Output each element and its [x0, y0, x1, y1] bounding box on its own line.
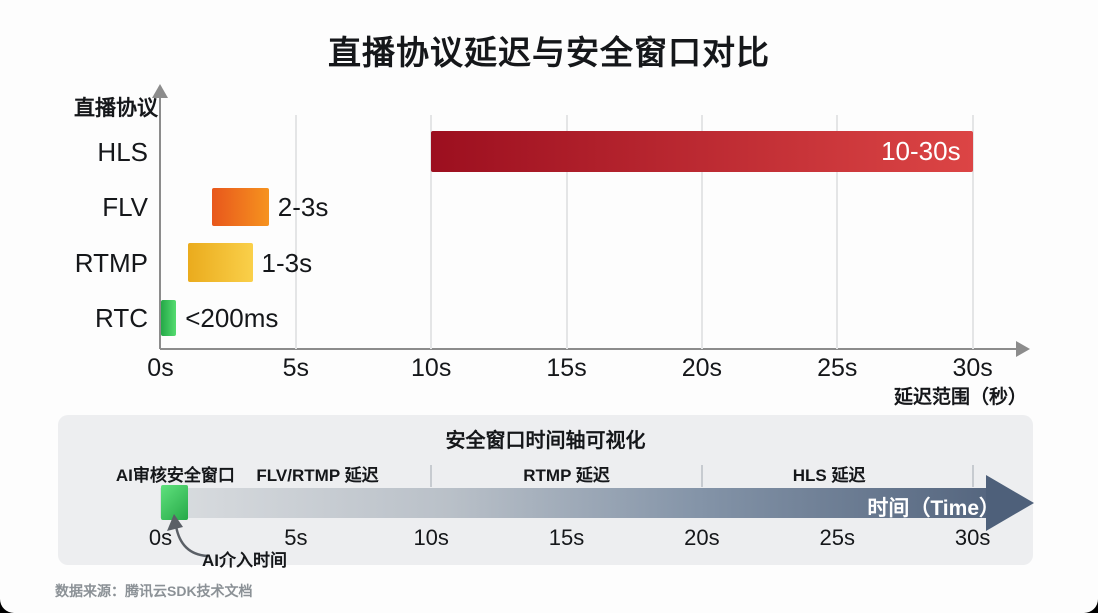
protocol-label: FLV: [102, 191, 148, 222]
gridline: [700, 115, 703, 349]
timeline-segment-label: FLV/RTMP 延迟: [256, 466, 379, 485]
x-tick-label: 20s: [681, 354, 723, 382]
x-tick-label: 30s: [952, 354, 993, 382]
timeline-tick-label: 15s: [548, 525, 585, 550]
bar-hls: 10-30s: [431, 131, 973, 172]
timeline-tick-label: 20s: [684, 525, 720, 550]
bar-value-label: <200ms: [185, 302, 279, 333]
timeline-tick-label: 5s: [284, 525, 308, 550]
page-title: 直播协议延迟与安全窗口对比: [328, 34, 770, 71]
x-tick-label: 10s: [411, 354, 452, 382]
timeline-arrow-head-icon: [986, 475, 1034, 531]
bar-flv: [211, 187, 269, 226]
x-tick-label: 15s: [546, 354, 587, 382]
y-axis-label: 直播协议: [74, 97, 158, 120]
gridline: [971, 115, 974, 349]
timeline-tick-label: 10s: [413, 525, 449, 550]
timeline-segment-label: RTMP 延迟: [523, 466, 610, 485]
protocol-label: RTC: [95, 302, 148, 333]
x-axis-label: 延迟范围（秒）: [893, 387, 1027, 408]
gridline: [294, 115, 297, 349]
x-axis-line: [160, 348, 1018, 350]
x-tick-label: 0s: [147, 354, 174, 382]
timeline-tick-label: 30s: [954, 525, 991, 550]
x-tick-label: 25s: [817, 354, 858, 382]
ai-intervention-label: AI介入时间: [202, 551, 287, 570]
timeline-divider: [971, 465, 974, 487]
ai-intervention-arrow-icon: [167, 514, 208, 558]
protocol-label: HLS: [97, 136, 148, 167]
x-axis-arrow-icon: [1016, 341, 1030, 357]
data-source: 数据来源：腾讯云SDK技术文档: [55, 583, 253, 599]
timeline-title: 安全窗口时间轴可视化: [445, 430, 646, 452]
y-axis-arrow-icon: [152, 84, 168, 98]
protocol-label: RTMP: [74, 247, 148, 278]
timeline-segment-label: AI审核安全窗口: [115, 466, 235, 485]
x-tick-label: 5s: [282, 354, 310, 382]
timeline-divider: [700, 465, 703, 487]
gridline: [430, 115, 433, 349]
timeline-axis-label: 时间（Time）: [867, 497, 1000, 520]
gridline: [836, 115, 839, 349]
bar-value-label: 2-3s: [277, 191, 329, 222]
bar-value-label: 1-3s: [261, 247, 313, 278]
timeline-tick-label: 25s: [819, 525, 855, 550]
bar-rtc: [160, 299, 177, 336]
timeline-bar: [160, 488, 988, 518]
bar-value-label: 10-30s: [881, 136, 961, 166]
bar-rtmp: [187, 243, 253, 282]
timeline-segment-label: HLS 延迟: [792, 466, 866, 485]
timeline-tick-label: 0s: [148, 525, 173, 550]
y-axis-line: [159, 96, 161, 349]
gridline: [565, 115, 568, 349]
timeline-divider: [430, 465, 433, 487]
